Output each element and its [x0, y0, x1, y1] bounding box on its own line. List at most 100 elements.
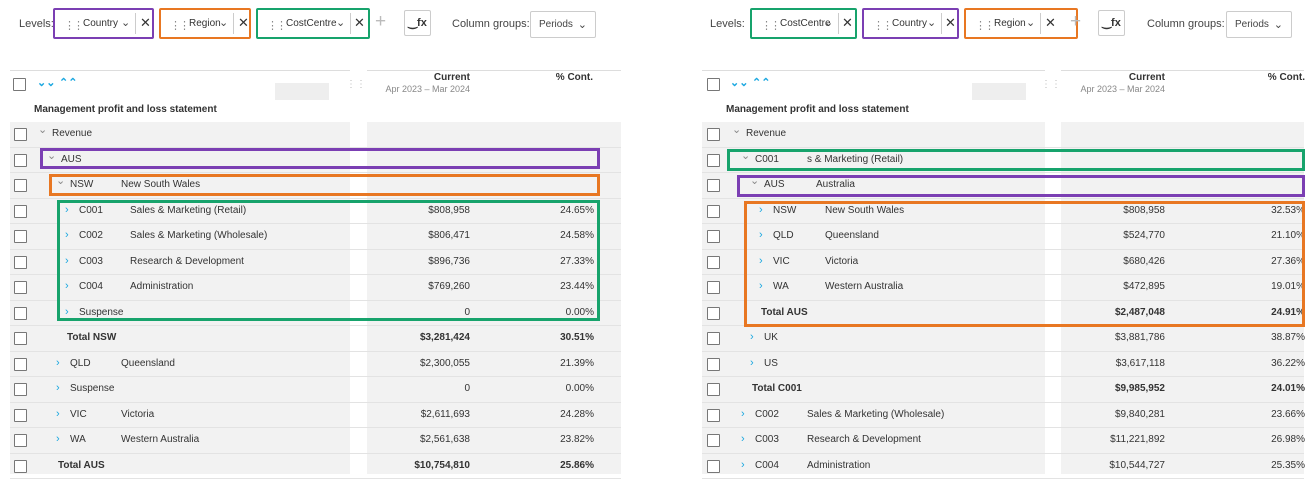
- row-checkbox[interactable]: [707, 154, 720, 167]
- row-checkbox[interactable]: [14, 281, 27, 294]
- chevron-right-icon[interactable]: ›: [759, 204, 763, 216]
- column-header-pct[interactable]: % Cont.: [520, 72, 593, 83]
- chevron-down-icon[interactable]: ⌄: [1026, 16, 1035, 29]
- close-icon[interactable]: ✕: [842, 15, 853, 31]
- level-chip-region[interactable]: ⋮⋮ Region ⌄ ✕: [159, 8, 251, 39]
- level-chip-costcentre[interactable]: ⋮⋮ CostCentre ⌄ ✕: [256, 8, 370, 39]
- close-icon[interactable]: ✕: [354, 15, 365, 31]
- chevron-down-icon[interactable]: ⌄: [927, 16, 936, 29]
- chevron-right-icon[interactable]: ›: [741, 408, 745, 420]
- table-row[interactable]: ⌄Revenue: [692, 122, 1308, 148]
- row-checkbox[interactable]: [707, 358, 720, 371]
- select-all-checkbox[interactable]: [707, 78, 720, 91]
- chevron-down-icon[interactable]: ⌄: [47, 149, 56, 162]
- row-checkbox[interactable]: [14, 409, 27, 422]
- chevron-right-icon[interactable]: ›: [56, 433, 60, 445]
- add-level-icon[interactable]: +: [375, 11, 386, 33]
- close-icon[interactable]: ✕: [140, 15, 151, 31]
- chevron-right-icon[interactable]: ›: [65, 280, 69, 292]
- row-checkbox[interactable]: [14, 332, 27, 345]
- row-checkbox[interactable]: [14, 434, 27, 447]
- expand-all-icon[interactable]: ⌄⌄: [37, 76, 55, 89]
- level-chip-country[interactable]: ⋮⋮ Country ⌄ ✕: [53, 8, 154, 39]
- column-header-pct[interactable]: % Cont.: [1222, 72, 1305, 83]
- chevron-down-icon[interactable]: ⌄: [741, 149, 750, 162]
- chevron-right-icon[interactable]: ›: [741, 433, 745, 445]
- column-header-current[interactable]: Current: [370, 72, 470, 83]
- row-checkbox[interactable]: [14, 179, 27, 192]
- row-checkbox[interactable]: [14, 230, 27, 243]
- formula-button[interactable]: ‿fx: [404, 10, 431, 36]
- row-checkbox[interactable]: [14, 154, 27, 167]
- column-header-current[interactable]: Current: [1064, 72, 1165, 83]
- search-box[interactable]: [972, 83, 1026, 100]
- row-checkbox[interactable]: [707, 179, 720, 192]
- row-checkbox[interactable]: [14, 205, 27, 218]
- row-checkbox[interactable]: [707, 460, 720, 473]
- table-row[interactable]: ⌄AUS: [0, 148, 640, 174]
- drag-handle-icon[interactable]: ⋮⋮: [64, 19, 82, 32]
- select-all-checkbox[interactable]: [13, 78, 26, 91]
- drag-handle-icon[interactable]: ⋮⋮: [975, 19, 993, 32]
- chevron-down-icon[interactable]: ⌄: [219, 16, 228, 29]
- chevron-right-icon[interactable]: ›: [65, 306, 69, 318]
- close-icon[interactable]: ✕: [945, 15, 956, 31]
- row-checkbox[interactable]: [14, 128, 27, 141]
- collapse-all-icon[interactable]: ⌃⌃: [59, 76, 77, 89]
- close-icon[interactable]: ✕: [238, 15, 249, 31]
- formula-button[interactable]: ‿fx: [1098, 10, 1125, 36]
- drag-handle-icon[interactable]: ⋮⋮: [873, 19, 891, 32]
- row-checkbox[interactable]: [14, 307, 27, 320]
- chevron-right-icon[interactable]: ›: [759, 280, 763, 292]
- row-checkbox[interactable]: [14, 383, 27, 396]
- row-checkbox[interactable]: [707, 230, 720, 243]
- chevron-right-icon[interactable]: ›: [65, 204, 69, 216]
- table-row[interactable]: ⌄Revenue: [0, 122, 640, 148]
- chevron-right-icon[interactable]: ›: [65, 255, 69, 267]
- row-checkbox[interactable]: [707, 307, 720, 320]
- collapse-all-icon[interactable]: ⌃⌃: [752, 76, 770, 89]
- chevron-down-icon[interactable]: ⌄: [121, 16, 130, 29]
- add-level-icon[interactable]: +: [1070, 11, 1081, 33]
- chevron-down-icon[interactable]: ⌄: [750, 174, 759, 187]
- chevron-right-icon[interactable]: ›: [750, 331, 754, 343]
- column-groups-select[interactable]: Periods ⌄: [1226, 11, 1292, 38]
- level-chip-region[interactable]: ⋮⋮ Region ⌄ ✕: [964, 8, 1078, 39]
- row-checkbox[interactable]: [707, 383, 720, 396]
- row-checkbox[interactable]: [707, 434, 720, 447]
- chevron-right-icon[interactable]: ›: [56, 408, 60, 420]
- row-checkbox[interactable]: [14, 460, 27, 473]
- chevron-right-icon[interactable]: ›: [741, 459, 745, 471]
- chevron-down-icon[interactable]: ⌄: [56, 174, 65, 187]
- expand-all-icon[interactable]: ⌄⌄: [730, 76, 748, 89]
- chevron-right-icon[interactable]: ›: [759, 255, 763, 267]
- chevron-right-icon[interactable]: ›: [65, 229, 69, 241]
- chevron-right-icon[interactable]: ›: [750, 357, 754, 369]
- row-checkbox[interactable]: [14, 358, 27, 371]
- row-checkbox[interactable]: [707, 256, 720, 269]
- row-checkbox[interactable]: [707, 205, 720, 218]
- chevron-right-icon[interactable]: ›: [759, 229, 763, 241]
- row-checkbox[interactable]: [14, 256, 27, 269]
- drag-handle-icon[interactable]: ⋮⋮: [267, 19, 285, 32]
- row-checkbox[interactable]: [707, 128, 720, 141]
